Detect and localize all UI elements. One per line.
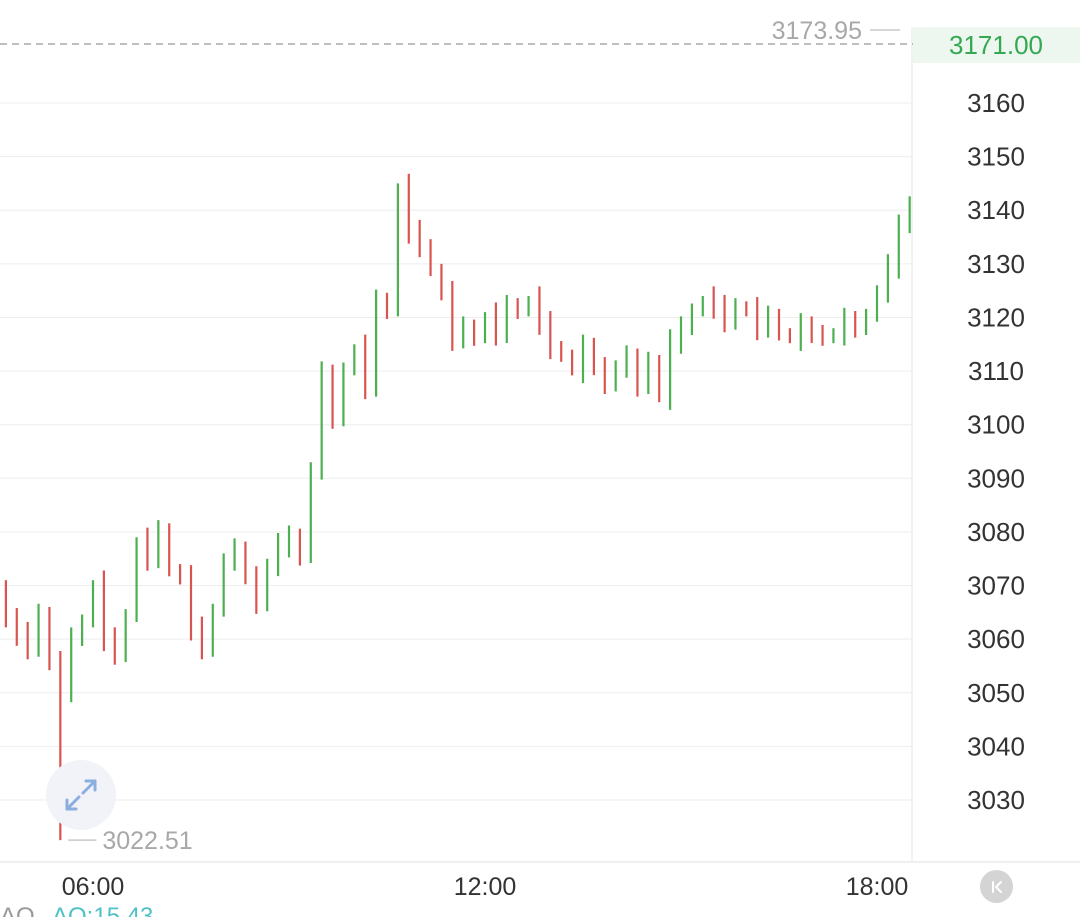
current-price-label: 3171.00 bbox=[949, 30, 1043, 60]
low-price-label: 3022.51 bbox=[102, 827, 192, 855]
y-tick-label: 3130 bbox=[967, 249, 1025, 279]
indicator-value: AO:15.43 bbox=[52, 905, 153, 917]
y-tick-label: 3040 bbox=[967, 731, 1025, 761]
y-tick-label: 3150 bbox=[967, 142, 1025, 172]
current-price-background bbox=[913, 27, 1080, 63]
ohlc-bars bbox=[4, 173, 911, 841]
high-price-label: 3173.95 bbox=[772, 17, 862, 45]
expand-button[interactable] bbox=[46, 760, 116, 830]
indicator-name: AO bbox=[0, 905, 35, 917]
current-price-tag: 3171.00 bbox=[913, 27, 1080, 63]
y-tick-label: 3110 bbox=[968, 356, 1024, 386]
scroll-to-end-icon bbox=[991, 880, 1002, 893]
y-tick-label: 3160 bbox=[967, 88, 1025, 118]
indicator-strip: AO AO:15.43 bbox=[0, 905, 300, 917]
expand-arrows-icon bbox=[65, 779, 97, 811]
annotations: 3173.95 3022.51 bbox=[0, 17, 1080, 855]
grid-lines bbox=[0, 102, 912, 801]
y-tick-label: 3080 bbox=[967, 517, 1025, 547]
y-tick-label: 3070 bbox=[967, 571, 1025, 601]
y-tick-label: 3030 bbox=[967, 785, 1025, 815]
y-tick-label: 3060 bbox=[967, 624, 1025, 654]
scroll-to-end-button[interactable] bbox=[980, 870, 1013, 903]
y-tick-label: 3090 bbox=[967, 463, 1025, 493]
y-axis: 3030 3040 3050 3060 3070 3080 3090 3100 3110 3120… bbox=[967, 88, 1025, 815]
y-tick-label: 3050 bbox=[967, 678, 1025, 708]
y-tick-label: 3100 bbox=[967, 410, 1025, 440]
x-axis: 06:00 12:00 18:00 bbox=[62, 873, 909, 901]
x-tick-label: 12:00 bbox=[454, 873, 517, 901]
x-tick-label: 18:00 bbox=[846, 873, 909, 901]
y-tick-label: 3140 bbox=[967, 195, 1025, 225]
y-tick-label: 3120 bbox=[967, 302, 1025, 332]
x-tick-label: 06:00 bbox=[62, 873, 125, 901]
